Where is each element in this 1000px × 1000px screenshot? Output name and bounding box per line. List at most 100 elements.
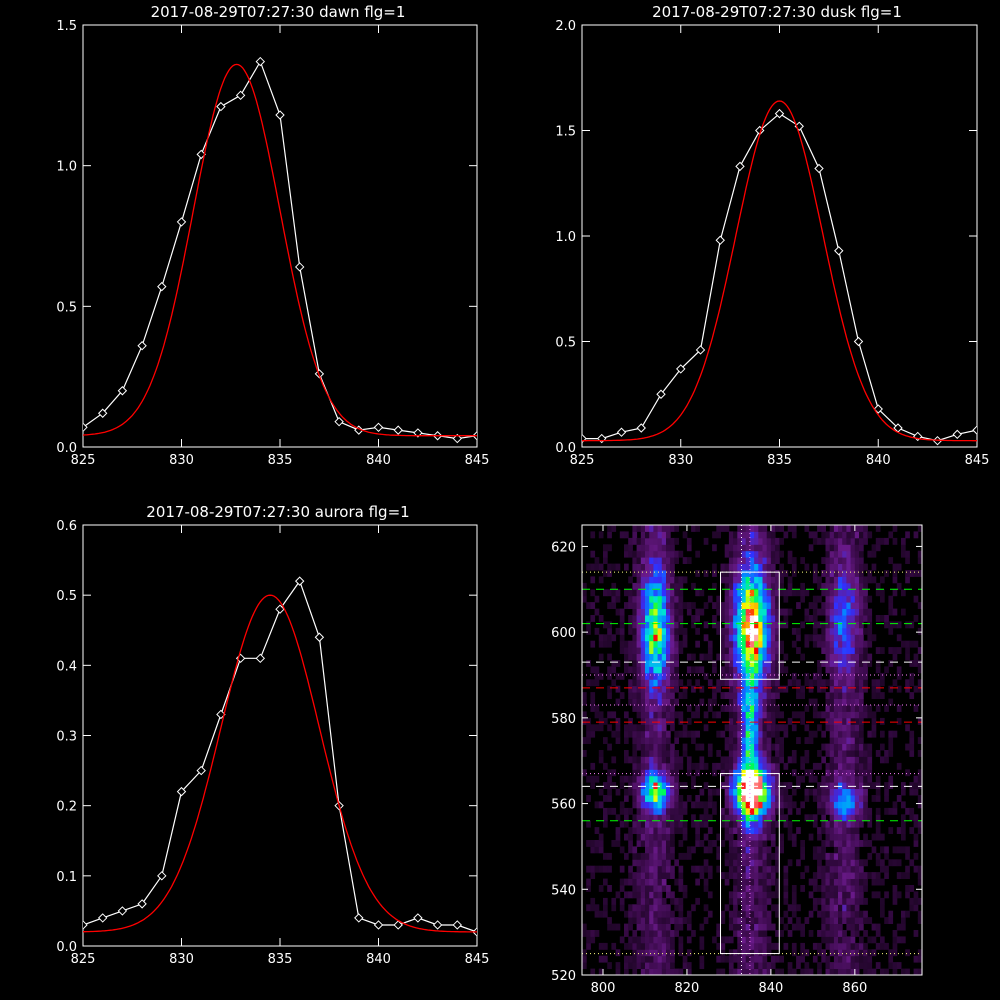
heatmap-cell	[758, 653, 763, 661]
data-point	[294, 262, 305, 272]
heatmap-cell	[733, 801, 738, 809]
heatmap-cell	[590, 840, 596, 847]
heatmap-cell	[686, 769, 692, 777]
heatmap-cell	[808, 737, 814, 744]
heatmap-cell	[749, 621, 755, 629]
heatmap-cell	[653, 930, 659, 937]
heatmap-cell	[825, 788, 831, 796]
heatmap-cell	[586, 820, 591, 828]
heatmap-cell	[674, 640, 679, 648]
heatmap-cell	[770, 653, 776, 661]
heatmap-cell	[707, 846, 713, 854]
heatmap-cell	[741, 550, 747, 558]
heatmap-cell	[842, 872, 847, 879]
heatmap-cell	[716, 602, 721, 609]
heatmap-cell	[619, 801, 625, 809]
heatmap-cell	[678, 827, 684, 834]
data-point	[216, 709, 226, 720]
heatmap-cell	[707, 872, 713, 879]
heatmap-cell	[817, 885, 822, 892]
heatmap-cell	[766, 801, 772, 809]
heatmap-cell	[640, 910, 646, 918]
heatmap-cell	[770, 795, 776, 802]
heatmap-cell	[770, 762, 776, 770]
heatmap-cell	[775, 930, 780, 937]
heatmap-cell	[775, 634, 780, 642]
heatmap-cell	[653, 955, 659, 963]
heatmap-cell	[875, 923, 881, 931]
heatmap-cell	[670, 627, 675, 635]
heatmap-cell	[812, 788, 818, 796]
heatmap-cell	[741, 782, 747, 789]
heatmap-cell	[762, 897, 768, 905]
heatmap-cell	[846, 679, 852, 687]
heatmap-cell	[829, 679, 835, 687]
heatmap-cell	[657, 595, 663, 603]
heatmap-cell	[640, 769, 646, 777]
heatmap-cell	[762, 608, 768, 616]
heatmap-cell	[649, 833, 654, 841]
heatmap-cell	[854, 570, 860, 577]
heatmap-cell	[833, 936, 839, 944]
heatmap-cell	[829, 685, 835, 693]
heatmap-cell	[670, 955, 675, 963]
heatmap-cell	[737, 582, 742, 590]
heatmap-cell	[775, 582, 780, 590]
heatmap-cell	[875, 666, 881, 674]
heatmap-cell	[632, 666, 638, 674]
heatmap-cell	[737, 872, 742, 879]
heatmap-cell	[842, 640, 847, 648]
heatmap-cell	[758, 737, 763, 744]
heatmap-cell	[661, 807, 667, 815]
heatmap-cell	[674, 968, 679, 976]
heatmap-cell	[800, 762, 805, 770]
heatmap-cell	[670, 595, 675, 603]
heatmap-cell	[636, 653, 642, 661]
heatmap-cell	[741, 814, 747, 822]
heatmap-cell	[653, 872, 659, 879]
heatmap-cell	[850, 743, 856, 751]
heatmap-cell	[754, 640, 759, 648]
heatmap-cell	[670, 930, 675, 937]
heatmap-cell	[775, 544, 780, 552]
heatmap-cell	[661, 775, 667, 783]
heatmap-cell	[724, 525, 730, 532]
heatmap-cell	[842, 711, 847, 719]
heatmap-cell	[628, 827, 633, 834]
y-tick-label: 0.5	[56, 589, 77, 604]
heatmap-cell	[791, 833, 797, 841]
heatmap-cell	[645, 589, 650, 597]
heatmap-cell	[649, 801, 654, 809]
heatmap-cell	[770, 634, 776, 642]
heatmap-cell	[850, 833, 856, 841]
heatmap-cell	[754, 840, 759, 847]
heatmap-cell	[779, 660, 784, 667]
heatmap-cell	[636, 814, 642, 822]
heatmap-cell	[758, 923, 763, 931]
heatmap-cell	[728, 756, 734, 764]
heatmap-cell	[833, 795, 839, 802]
heatmap-cell	[842, 563, 847, 571]
heatmap-cell	[821, 795, 826, 802]
heatmap-cell	[867, 653, 873, 661]
heatmap-cell	[640, 679, 646, 687]
heatmap-cell	[745, 685, 751, 693]
heatmap-cell	[838, 634, 843, 642]
heatmap-cell	[598, 955, 604, 963]
heatmap-cell	[653, 525, 659, 532]
heatmap-cell	[594, 775, 600, 783]
heatmap-cell	[624, 833, 629, 841]
heatmap-cell	[737, 840, 742, 847]
heatmap-cell	[657, 544, 663, 552]
heatmap-cell	[720, 840, 726, 847]
heatmap-cell	[783, 615, 789, 622]
heatmap-cell	[825, 820, 831, 828]
heatmap-cell	[867, 570, 873, 577]
heatmap-cell	[678, 717, 684, 725]
heatmap-cell	[825, 582, 831, 590]
heatmap-cell	[636, 582, 642, 590]
heatmap-cell	[901, 782, 906, 789]
heatmap-cell	[586, 775, 591, 783]
heatmap-cell	[838, 878, 843, 886]
heatmap-cell	[636, 692, 642, 699]
